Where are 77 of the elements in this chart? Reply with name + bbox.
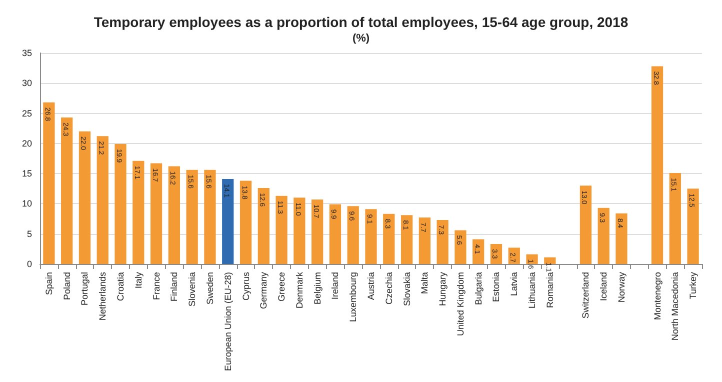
bar <box>687 188 699 264</box>
y-tick-label: 20 <box>22 138 32 148</box>
x-tick-label: Estonia <box>491 272 502 302</box>
bar <box>222 178 234 264</box>
bar <box>43 102 55 264</box>
x-tick-label: Italy <box>133 271 144 288</box>
x-tick-label: Netherlands <box>98 271 108 320</box>
bar <box>616 213 628 264</box>
x-tick-label: Poland <box>62 272 72 300</box>
bar <box>204 170 216 264</box>
y-tick-label: 35 <box>22 48 32 58</box>
x-tick-label: Austria <box>366 272 376 300</box>
bar <box>436 220 448 264</box>
x-tick-label: Switzerland <box>580 272 591 318</box>
y-tick-label: 25 <box>22 108 32 118</box>
bar <box>329 204 342 264</box>
x-tick-label: United Kingdom <box>455 272 466 336</box>
x-tick-label: Slovenia <box>187 272 198 306</box>
x-tick-label: Montenegro <box>652 272 662 320</box>
x-tick-label: Croatia <box>116 272 126 301</box>
bar <box>418 218 430 264</box>
x-tick-label: Latvia <box>509 272 520 296</box>
bar <box>78 131 91 264</box>
x-tick-label: Bulgaria <box>473 272 484 305</box>
x-tick-label: Cyprus <box>240 271 251 300</box>
x-tick-label: Luxembourg <box>348 272 358 322</box>
x-tick-label: Norway <box>616 271 626 302</box>
bar <box>276 196 288 264</box>
bar <box>61 117 73 264</box>
bar <box>150 163 162 264</box>
bar <box>651 66 664 264</box>
x-tick-label: Portugal <box>80 272 90 306</box>
bar <box>186 170 198 264</box>
bar <box>544 257 556 264</box>
x-tick-label: Romania <box>544 272 555 308</box>
y-tick-label: 15 <box>22 168 32 179</box>
x-tick-label: Malta <box>420 272 430 294</box>
y-tick-label: 30 <box>22 78 32 88</box>
bar <box>400 215 413 264</box>
x-tick-label: Iceland <box>598 272 609 301</box>
y-tick-label: 0 <box>26 258 32 269</box>
chart-subtitle: (%) <box>352 32 370 44</box>
bar <box>96 136 108 264</box>
x-tick-label: Germany <box>258 271 269 309</box>
bar <box>580 186 592 264</box>
x-tick-label: Denmark <box>294 271 304 308</box>
bar <box>294 198 306 264</box>
x-tick-label: France <box>151 272 162 300</box>
x-tick-label: Hungary <box>438 271 448 306</box>
x-tick-label: Finland <box>169 272 180 302</box>
y-tick-label: 10 <box>22 198 32 209</box>
bar <box>168 166 180 264</box>
bar <box>240 180 252 264</box>
bar <box>312 199 324 264</box>
x-tick-label: Sweden <box>204 272 215 304</box>
x-tick-label: Spain <box>44 272 54 295</box>
bar <box>669 172 681 264</box>
bar <box>132 160 144 264</box>
x-tick-label: Turkey <box>688 271 698 300</box>
x-tick-label: European Union (EU-28) <box>222 272 233 372</box>
x-tick-label: Ireland <box>330 272 340 300</box>
x-tick-label: Lithuania <box>527 272 538 308</box>
bar <box>114 144 126 264</box>
y-tick-label: 5 <box>26 228 32 239</box>
bar <box>347 206 359 264</box>
x-tick-label: North Macedonia <box>670 272 680 340</box>
x-tick-label: Greece <box>276 272 287 302</box>
bar <box>258 188 270 264</box>
bar <box>472 239 484 264</box>
bar <box>365 209 377 264</box>
bar <box>383 214 395 264</box>
x-tick-label: Slovakia <box>402 272 412 306</box>
x-tick-label: Czechia <box>384 272 394 304</box>
bar <box>454 230 466 264</box>
x-tick-label: Belgium <box>312 272 322 304</box>
chart-title: Temporary employees as a proportion of total employees, 15-64 age group, 2018 <box>94 14 628 30</box>
bar <box>598 208 610 264</box>
